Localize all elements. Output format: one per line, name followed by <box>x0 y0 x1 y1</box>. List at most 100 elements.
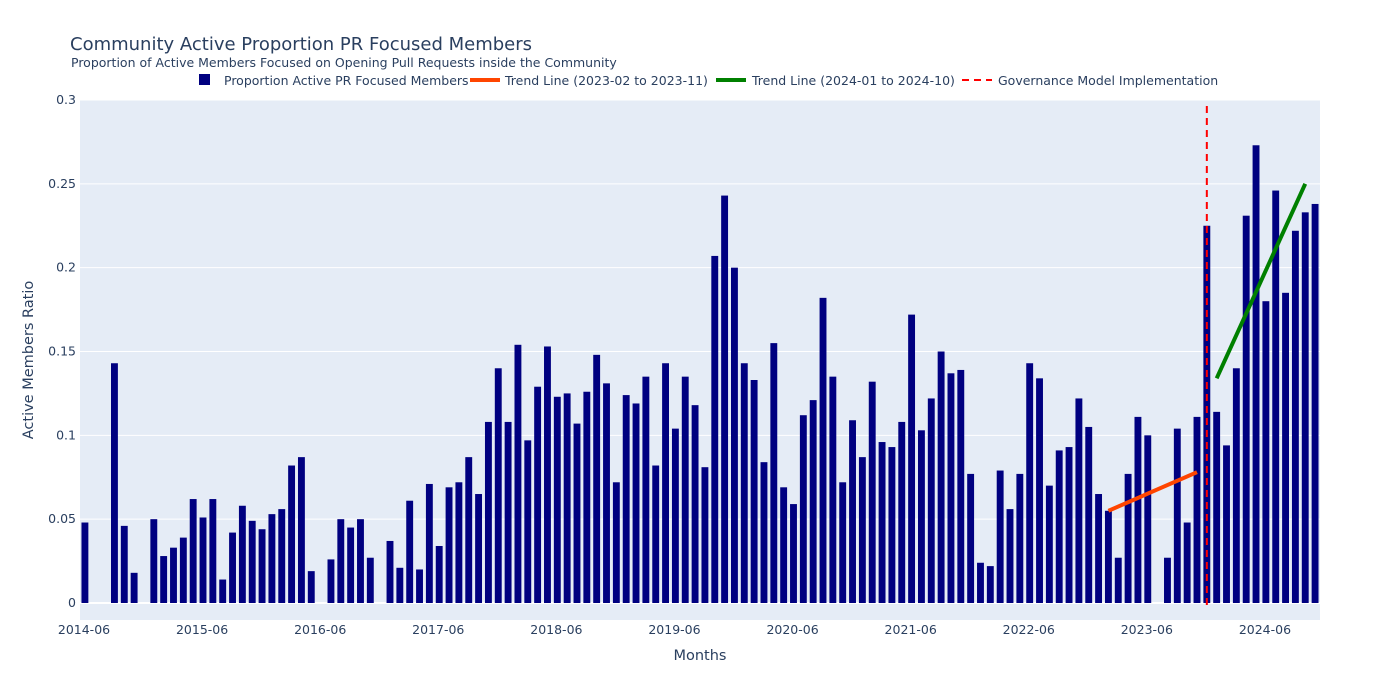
bar <box>996 470 1004 603</box>
bar <box>170 547 177 603</box>
bar <box>780 487 788 603</box>
bar <box>268 514 276 603</box>
bar <box>612 482 620 603</box>
bar <box>1006 509 1014 603</box>
bar <box>1262 301 1270 603</box>
x-tick-label: 2023-06 <box>1121 622 1173 637</box>
bar <box>327 559 335 603</box>
bar <box>721 195 729 603</box>
bar <box>917 430 925 603</box>
bar <box>288 465 296 603</box>
bar <box>1272 190 1280 604</box>
bar <box>1223 445 1230 603</box>
bar <box>1124 473 1132 603</box>
bar <box>150 519 158 603</box>
trend-line-2024 <box>1214 183 1308 380</box>
bar <box>1065 447 1073 603</box>
bar <box>888 447 896 603</box>
bar <box>1183 522 1191 603</box>
bar <box>977 562 984 603</box>
bar <box>1301 212 1309 603</box>
bar <box>927 398 935 603</box>
bar <box>484 421 492 603</box>
legend-item-bars[interactable]: Proportion Active PR Focused Members <box>199 73 469 88</box>
bar <box>819 297 827 603</box>
bar <box>849 420 856 603</box>
y-tick-label: 0.25 <box>48 176 76 191</box>
bar <box>406 500 414 603</box>
bar <box>662 363 669 603</box>
bar <box>790 504 797 603</box>
bar <box>366 557 374 603</box>
bar <box>544 346 551 603</box>
bar <box>248 520 256 603</box>
bar <box>799 415 807 603</box>
legend-label-trend-2023: Trend Line (2023-02 to 2023-11) <box>504 73 708 88</box>
bar <box>809 400 817 603</box>
trend-line-2023 <box>1107 470 1198 513</box>
x-tick-label: 2021-06 <box>885 622 937 637</box>
bar <box>898 421 906 603</box>
bar <box>986 566 994 603</box>
x-tick-label: 2020-06 <box>766 622 818 637</box>
bar <box>652 465 660 603</box>
bar <box>1104 510 1112 603</box>
bar <box>1242 215 1250 603</box>
bar <box>858 457 866 603</box>
bar <box>337 519 345 603</box>
bar <box>839 482 847 603</box>
bar <box>671 428 679 603</box>
y-tick-label: 0.2 <box>56 260 76 275</box>
legend-item-governance[interactable]: Governance Model Implementation <box>962 73 1218 88</box>
bar <box>829 376 837 603</box>
bar <box>160 556 168 603</box>
bar-series <box>81 145 1319 604</box>
bar <box>1144 435 1152 603</box>
bar <box>189 499 197 603</box>
legend-item-trend-2023[interactable]: Trend Line (2023-02 to 2023-11) <box>470 73 708 88</box>
bar <box>435 545 443 603</box>
bar <box>1114 557 1122 603</box>
y-tick-label: 0.05 <box>48 511 76 526</box>
bar <box>701 467 709 603</box>
x-tick-label: 2015-06 <box>176 622 228 637</box>
bar <box>455 482 463 603</box>
bar <box>1173 428 1181 603</box>
bar <box>475 494 483 603</box>
bar <box>209 499 217 603</box>
bar <box>1291 230 1299 603</box>
bar <box>681 376 689 603</box>
x-tick-label: 2016-06 <box>294 622 346 637</box>
bar <box>760 462 768 603</box>
x-tick-label: 2019-06 <box>648 622 700 637</box>
bar <box>1085 426 1093 603</box>
bar <box>199 517 207 603</box>
x-tick-label: 2017-06 <box>412 622 464 637</box>
bar <box>219 579 227 603</box>
bar <box>494 368 502 603</box>
bar <box>642 376 650 603</box>
bar <box>1282 292 1289 603</box>
plot-area <box>80 100 1320 620</box>
y-tick-label: 0 <box>68 595 76 610</box>
legend-swatch-bars <box>199 74 210 85</box>
legend-label-bars: Proportion Active PR Focused Members <box>224 73 469 88</box>
bar <box>908 314 916 603</box>
bar <box>1164 557 1171 603</box>
bar <box>1213 411 1221 603</box>
bar <box>770 343 778 603</box>
bar <box>553 396 561 603</box>
bar <box>593 354 601 603</box>
bar <box>878 442 886 603</box>
bar <box>711 255 719 603</box>
bar <box>1036 378 1043 603</box>
legend[interactable]: Proportion Active PR Focused Members Tre… <box>199 73 1218 88</box>
bar <box>731 267 738 603</box>
legend-item-trend-2024[interactable]: Trend Line (2024-01 to 2024-10) <box>716 73 955 88</box>
y-axis-ticks: 0 0.05 0.1 0.15 0.2 0.25 0.3 <box>48 92 76 610</box>
bar <box>425 483 433 603</box>
bar <box>297 457 305 603</box>
bar <box>1026 363 1034 603</box>
bar <box>524 440 532 603</box>
